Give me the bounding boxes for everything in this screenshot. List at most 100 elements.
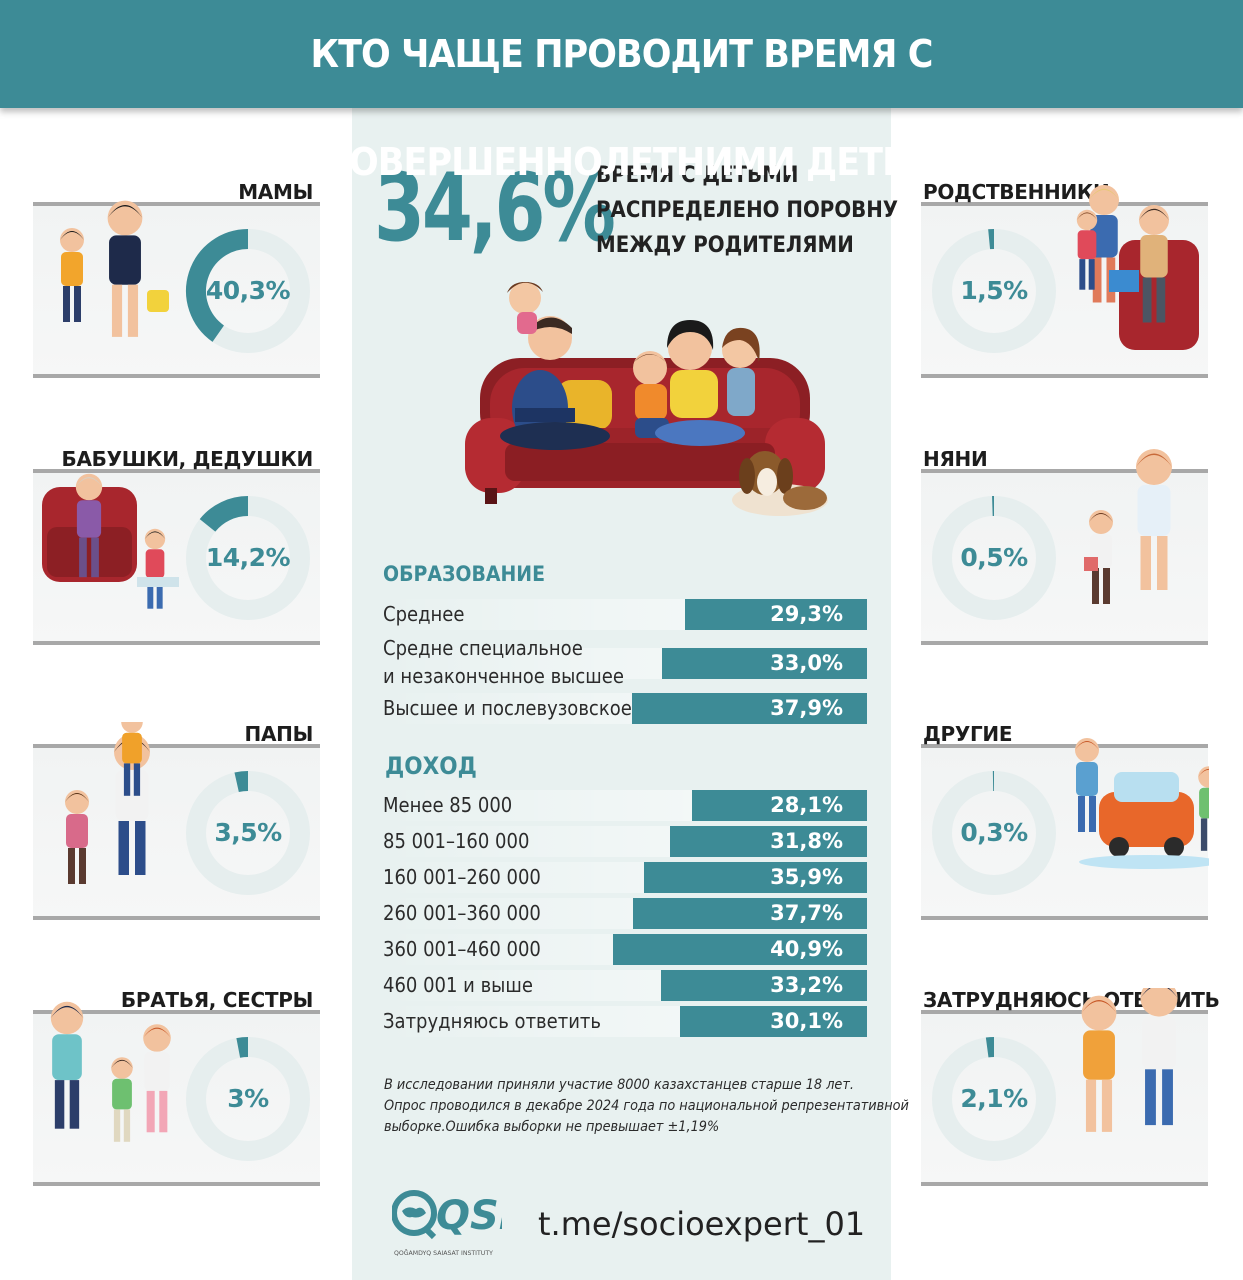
donut-slice	[186, 229, 249, 342]
donut-chart	[932, 496, 1056, 620]
bar	[670, 826, 867, 857]
kids-washing-car-illustration	[1075, 738, 1209, 869]
donut-slice	[234, 771, 249, 793]
logo-subtitle: QOĞAMDYQ SAIASAT INSTITUTY	[394, 1248, 493, 1257]
category-card: НЯНИ 0,5%	[921, 447, 1211, 657]
divider	[921, 374, 1208, 378]
divider	[33, 469, 320, 473]
bar	[680, 1006, 867, 1037]
category-card: РОДСТВЕННИКИ 1,5%	[921, 180, 1211, 390]
bar-value: 40,9%	[770, 937, 843, 961]
divider	[33, 1010, 320, 1014]
logo-text: QSI	[436, 1193, 502, 1239]
category-card: ЗАТРУДНЯЮСЬ ОТВЕТИТЬ 2,1%	[921, 988, 1220, 1198]
category-percent: 1,5%	[960, 276, 1028, 305]
bar-row: 160 001–260 000 35,9%	[383, 862, 867, 893]
headline-line: МЕЖДУ РОДИТЕЛЯМИ	[596, 233, 854, 258]
bar-value: 28,1%	[770, 793, 843, 817]
bar	[661, 970, 867, 1001]
nanny-with-girl-illustration	[1084, 449, 1172, 604]
divider	[921, 744, 1208, 748]
category-card: ДРУГИЕ 0,3%	[921, 722, 1211, 932]
divider	[921, 1182, 1208, 1186]
category-label: НЯНИ	[923, 447, 988, 471]
bar-value: 31,8%	[770, 829, 843, 853]
couple-illustration	[1081, 988, 1178, 1132]
header-bar: КТО ЧАЩЕ ПРОВОДИТ ВРЕМЯ С НЕСОВЕРШЕННОЛЕ…	[0, 0, 1243, 184]
category-percent: 40,3%	[205, 276, 291, 305]
note-line: Опрос проводился в декабре 2024 года по …	[384, 1098, 909, 1114]
bar	[685, 599, 867, 630]
bar	[644, 862, 867, 893]
education-title: ОБРАЗОВАНИЕ	[383, 562, 546, 586]
donut-chart	[186, 771, 310, 895]
donut-chart	[932, 229, 1056, 353]
headline-line: РАСПРЕДЕЛЕНО ПОРОВНУ	[596, 198, 899, 223]
bar	[662, 647, 867, 679]
father-with-kids-illustration	[65, 722, 150, 884]
bar	[692, 790, 867, 821]
income-title: ДОХОД	[385, 752, 477, 780]
divider	[33, 1182, 320, 1186]
bar-row: Менее 85 000 28,1%	[383, 790, 867, 821]
row-label: и незаконченное высшее	[383, 664, 624, 688]
divider	[921, 202, 1208, 206]
grandmother-with-child-illustration	[42, 473, 179, 609]
donut-chart	[186, 229, 310, 353]
methodology-note: В исследовании приняли участие 8000 каза…	[384, 1075, 909, 1138]
donut-chart	[186, 496, 310, 620]
donut-chart	[186, 1037, 310, 1161]
row-label: 360 001–460 000	[383, 937, 541, 961]
bar-row: 85 001–160 000 31,8%	[383, 826, 867, 857]
bar-value: 30,1%	[770, 1009, 843, 1033]
row-label: 160 001–260 000	[383, 865, 541, 889]
bar-row: 360 001–460 000 40,9%	[383, 934, 867, 965]
category-card: ПАПЫ 3,5%	[33, 722, 323, 932]
row-label: Средне специальное	[383, 636, 583, 660]
category-label: РОДСТВЕННИКИ	[923, 180, 1110, 204]
row-label: 260 001–360 000	[383, 901, 541, 925]
mother-and-daughter-illustration	[60, 200, 169, 337]
category-label: БАБУШКИ, ДЕДУШКИ	[61, 447, 314, 471]
bar	[632, 693, 867, 724]
bar-value: 35,9%	[770, 865, 843, 889]
divider	[921, 469, 1208, 473]
siblings-illustration	[50, 1001, 171, 1142]
bar-value: 37,9%	[770, 696, 843, 720]
category-percent: 2,1%	[960, 1084, 1028, 1113]
donut-chart	[932, 1037, 1056, 1161]
bar	[633, 898, 867, 929]
bar-value: 33,2%	[770, 973, 843, 997]
bar-row: 460 001 и выше 33,2%	[383, 970, 867, 1001]
bar-value: 33,0%	[770, 650, 843, 675]
relatives-reading-illustration	[1076, 185, 1199, 350]
donut-chart	[932, 770, 1056, 895]
family-on-sofa-illustration	[465, 282, 828, 516]
row-label: Менее 85 000	[383, 793, 513, 817]
category-card: БРАТЬЯ, СЕСТРЫ 3%	[33, 988, 323, 1198]
divider	[33, 202, 320, 206]
category-label: БРАТЬЯ, СЕСТРЫ	[120, 988, 313, 1012]
telegram-link[interactable]: t.me/socioexpert_01	[538, 1205, 866, 1243]
headline-percent: 34,6%	[374, 154, 616, 263]
headline-line: ВРЕМЯ С ДЕТЬМИ	[596, 163, 799, 188]
category-percent: 3,5%	[214, 818, 282, 847]
qsi-logo: QSI QOĞAMDYQ SAIASAT INSTITUTY	[392, 1190, 502, 1257]
note-line: выборке.Ошибка выборки не превышает ±1,1…	[384, 1119, 720, 1135]
category-label: МАМЫ	[238, 180, 313, 204]
divider	[33, 744, 320, 748]
row-label: Среднее	[383, 602, 465, 626]
donut-slice	[199, 496, 249, 533]
divider	[921, 641, 1208, 645]
category-percent: 3%	[227, 1084, 269, 1113]
divider	[921, 916, 1208, 920]
row-label: Затрудняюсь ответить	[383, 1009, 602, 1033]
category-percent: 0,3%	[960, 818, 1028, 847]
bar	[613, 934, 867, 965]
bar-row: Затрудняюсь ответить 30,1%	[383, 1006, 867, 1037]
category-card: БАБУШКИ, ДЕДУШКИ 14,2%	[33, 447, 323, 657]
page-title: КТО ЧАЩЕ ПРОВОДИТ ВРЕМЯ С НЕСОВЕРШЕННОЛЕ…	[272, 32, 971, 184]
category-percent: 14,2%	[205, 543, 291, 572]
divider	[33, 374, 320, 378]
bar-row: Среднее 29,3%	[383, 599, 867, 630]
